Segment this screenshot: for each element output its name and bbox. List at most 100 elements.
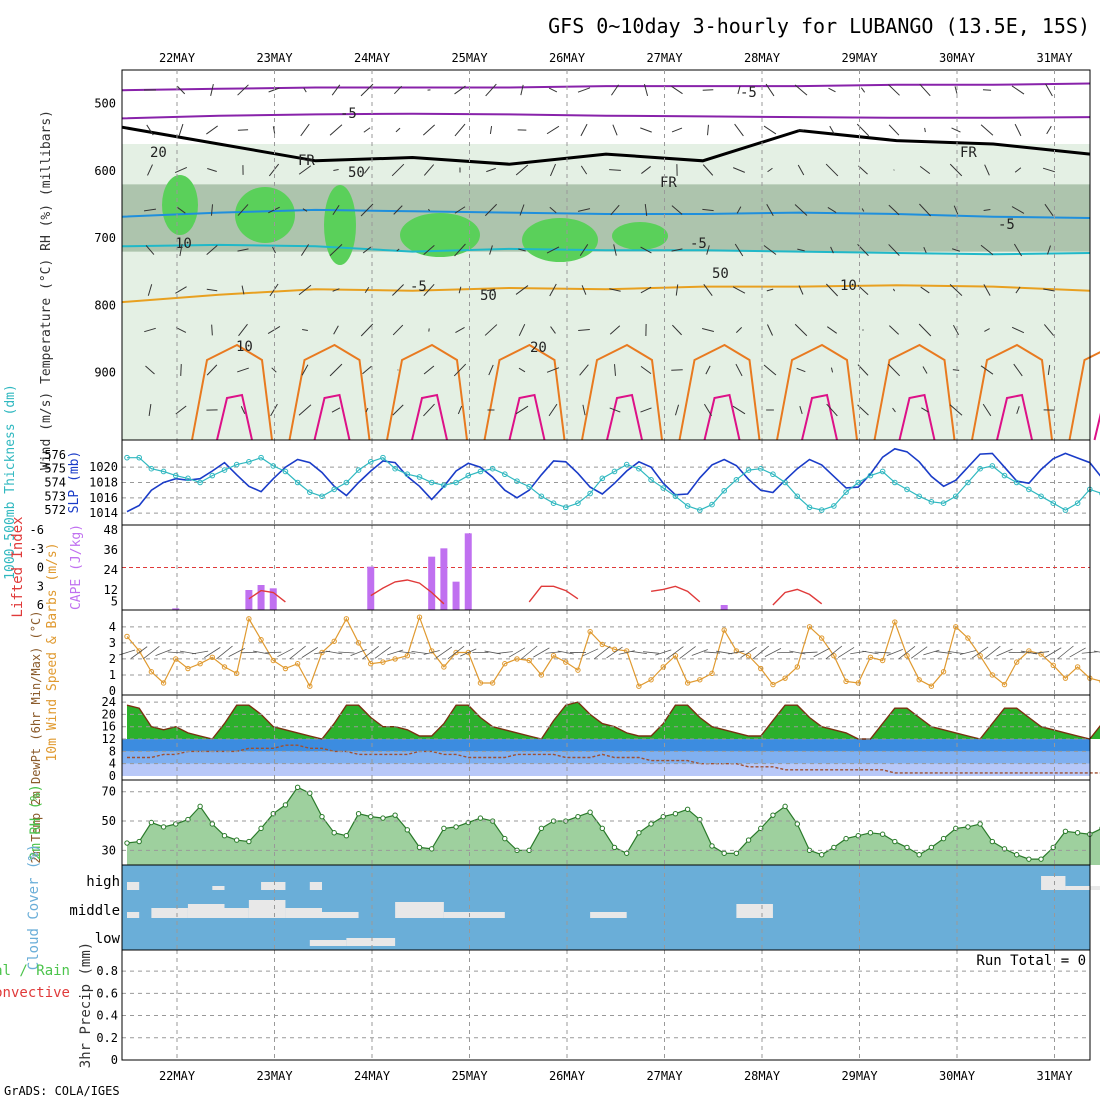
temp-tick: 4	[109, 757, 116, 771]
rh2m-panel: 70 50 30 2m RH (%)	[28, 779, 1100, 866]
wind-barb	[1043, 324, 1055, 336]
thickness-point	[465, 472, 472, 479]
wind-barb	[207, 167, 217, 173]
wind10-point	[843, 678, 849, 685]
wind10-point	[733, 648, 740, 654]
rh2m-point	[818, 852, 825, 858]
upper-air-ylabel: Wind (m/s) Temperature (°C) RH (%) (mill…	[39, 110, 54, 470]
thickness-point	[209, 472, 216, 479]
wind-barb	[705, 365, 711, 375]
wind-barb	[148, 403, 152, 417]
wind-barb	[640, 407, 652, 413]
wind-barb	[671, 127, 683, 133]
wind10-barb	[825, 645, 843, 660]
wind10-barb	[289, 645, 306, 660]
wind10-point	[623, 648, 630, 654]
li-ylabel: Lifted Index	[10, 516, 26, 617]
wind10-barb	[971, 646, 989, 659]
wind10-barb	[423, 650, 440, 655]
precip-ylabel: 3hr Precip (mm)	[78, 942, 94, 1068]
rh2m-point	[648, 821, 654, 827]
wind-barb	[206, 288, 218, 292]
thickness-point	[782, 479, 788, 486]
wind-barb	[1011, 326, 1025, 334]
wind-barb	[1043, 288, 1055, 292]
wind10-barb	[508, 647, 526, 658]
wind10-point	[1001, 681, 1008, 688]
cloud-clear-patch	[187, 904, 225, 918]
cloud-clear-patch	[443, 912, 505, 918]
wind-barb	[888, 325, 900, 335]
diurnal-warm-isotherm	[898, 393, 936, 441]
wind-barb	[454, 243, 466, 257]
wind-barb	[732, 286, 746, 294]
wind-barb	[391, 163, 405, 177]
thickness-point	[380, 454, 386, 461]
contour-label: -5	[690, 236, 707, 252]
rh2m-point	[416, 844, 423, 851]
wind-barb	[549, 283, 557, 297]
rh-high-blob	[235, 187, 295, 243]
wind-barb	[829, 125, 835, 135]
rh2m-point	[343, 832, 350, 839]
wind10-point	[818, 635, 825, 641]
date-label-bottom: 27MAY	[646, 1069, 683, 1083]
wind-barb	[360, 323, 374, 337]
wind10-barb	[216, 645, 233, 660]
rh2m-point	[160, 824, 167, 830]
thickness-point	[1001, 472, 1008, 479]
thickness-point	[648, 476, 654, 483]
cape-bar	[720, 605, 728, 610]
contour-label: 20	[530, 340, 547, 356]
wind-barb	[952, 324, 960, 336]
wind-barb	[329, 363, 343, 377]
wind10-point	[124, 633, 130, 640]
li-line	[248, 589, 286, 603]
contour-label: FR	[960, 145, 977, 161]
wind-barb	[210, 83, 214, 97]
rh-high-blob	[400, 213, 480, 257]
contour-label: 10	[236, 339, 253, 355]
wind-barb	[427, 208, 431, 212]
wind-barb	[178, 123, 184, 137]
cloud-clear-patch	[395, 902, 444, 918]
wind-barb	[422, 124, 436, 136]
cloud-clear-patch	[322, 912, 359, 918]
wind10-barb	[326, 650, 343, 655]
rh2m-point	[209, 821, 216, 827]
wind-barb	[179, 243, 183, 257]
rh2m-point	[380, 815, 386, 821]
diurnal-warm-isotherm	[606, 393, 643, 441]
wind-barb	[856, 123, 870, 137]
rh-high-blob	[522, 218, 598, 262]
wind-barb	[951, 248, 961, 252]
wind-barb	[484, 324, 498, 336]
wind-barb	[610, 204, 620, 216]
wind10-point	[221, 664, 228, 670]
wind-barb	[763, 245, 777, 255]
contour-label: -5	[410, 279, 427, 295]
rh2m-tick: 30	[102, 843, 116, 857]
wind-barb	[392, 284, 404, 296]
thickness-point	[855, 479, 862, 486]
thickness-point	[575, 500, 581, 507]
rh2m-point	[684, 806, 691, 813]
rh2m-point	[1074, 830, 1081, 836]
wind10-point	[989, 672, 996, 678]
upper-air-panel: -5 -5 FR FR FR 10 50 -5 50 -5 -5 10 10 20 20 50 500 600 70…	[39, 69, 1100, 470]
wind-barb	[174, 166, 188, 174]
wind10-point	[965, 635, 971, 641]
wind-barb	[609, 169, 621, 171]
cloud-level-tick: high	[86, 874, 120, 890]
diurnal-isotherm	[288, 343, 371, 441]
run-total-label: Run Total = 0	[976, 953, 1086, 969]
wind-barb	[454, 85, 466, 95]
wind10-point	[1026, 648, 1032, 654]
wind10-point	[526, 657, 532, 664]
cloud-clear-patch	[127, 882, 140, 890]
wind-barb	[303, 87, 307, 93]
wind-barb	[825, 163, 839, 177]
isotherm-1	[121, 112, 1091, 120]
slp-line	[126, 447, 1100, 513]
wind10-barb	[984, 645, 1001, 660]
